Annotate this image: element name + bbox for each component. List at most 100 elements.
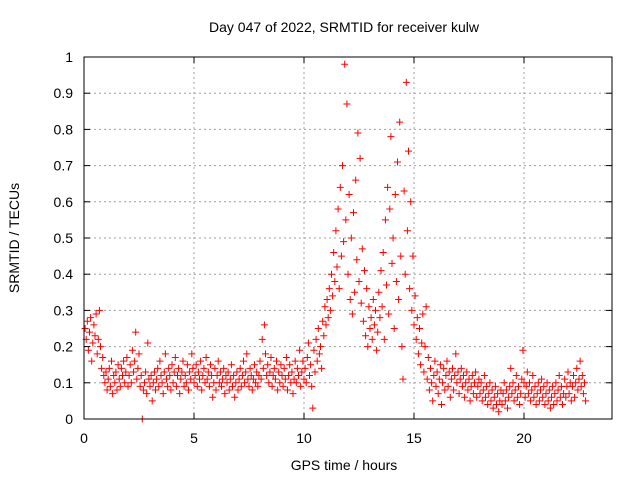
data-point bbox=[182, 379, 190, 387]
data-point bbox=[436, 361, 444, 369]
x-axis-label: GPS time / hours bbox=[291, 457, 398, 473]
data-point bbox=[434, 390, 442, 398]
data-point bbox=[353, 256, 361, 264]
data-point bbox=[375, 288, 383, 296]
data-point bbox=[524, 390, 532, 398]
data-point bbox=[147, 372, 155, 380]
data-point bbox=[546, 404, 554, 412]
data-point bbox=[458, 382, 466, 390]
data-point bbox=[517, 390, 525, 398]
data-point bbox=[160, 368, 168, 376]
x-tick-label: 5 bbox=[190, 430, 198, 446]
data-point bbox=[418, 339, 426, 347]
data-point bbox=[389, 234, 397, 242]
data-point bbox=[422, 303, 430, 311]
data-point bbox=[252, 379, 260, 387]
data-point bbox=[168, 361, 176, 369]
data-point bbox=[181, 372, 189, 380]
data-point bbox=[275, 368, 283, 376]
data-point bbox=[431, 357, 439, 365]
data-point bbox=[192, 361, 200, 369]
data-point bbox=[534, 379, 542, 387]
data-point bbox=[574, 386, 582, 394]
data-point bbox=[297, 382, 305, 390]
data-point bbox=[224, 368, 232, 376]
data-point bbox=[87, 314, 95, 322]
chart-title: Day 047 of 2022, SRMTID for receiver kul… bbox=[209, 19, 480, 35]
data-point bbox=[369, 296, 377, 304]
data-point bbox=[443, 357, 451, 365]
data-point bbox=[413, 314, 421, 322]
data-point bbox=[253, 368, 261, 376]
data-point bbox=[460, 372, 467, 380]
data-point bbox=[267, 353, 275, 361]
data-point bbox=[295, 372, 302, 380]
data-point bbox=[328, 270, 335, 278]
data-point bbox=[102, 368, 110, 376]
data-point bbox=[482, 393, 489, 401]
data-point bbox=[141, 379, 148, 387]
data-point bbox=[81, 325, 89, 332]
data-point bbox=[539, 393, 547, 401]
data-point bbox=[345, 191, 353, 199]
data-point bbox=[472, 368, 480, 376]
x-tick-label: 10 bbox=[296, 430, 312, 446]
data-point bbox=[315, 350, 323, 358]
data-point bbox=[332, 227, 340, 235]
data-point bbox=[341, 60, 349, 68]
data-point bbox=[445, 368, 453, 376]
data-point bbox=[502, 386, 510, 394]
data-point bbox=[515, 382, 522, 390]
data-point bbox=[529, 372, 537, 380]
data-point bbox=[465, 375, 473, 383]
data-point bbox=[394, 158, 401, 166]
data-point bbox=[453, 379, 461, 387]
data-point bbox=[321, 303, 329, 311]
data-point bbox=[249, 375, 257, 383]
data-point bbox=[154, 364, 162, 372]
data-point bbox=[579, 390, 587, 398]
data-point bbox=[164, 382, 172, 390]
data-point bbox=[540, 382, 548, 390]
data-point bbox=[432, 382, 440, 390]
data-point bbox=[380, 335, 388, 343]
data-point bbox=[390, 325, 398, 332]
data-point bbox=[581, 379, 588, 387]
data-point bbox=[477, 379, 485, 387]
data-point bbox=[109, 390, 117, 398]
data-point bbox=[279, 382, 287, 390]
data-point bbox=[488, 386, 496, 394]
data-point bbox=[510, 397, 518, 405]
data-point bbox=[400, 187, 408, 195]
data-point bbox=[124, 382, 132, 390]
data-point bbox=[421, 343, 429, 351]
data-point bbox=[169, 379, 177, 387]
data-point bbox=[301, 364, 309, 372]
data-point bbox=[199, 372, 207, 380]
data-point bbox=[134, 364, 142, 372]
data-point bbox=[384, 183, 392, 191]
data-point bbox=[178, 368, 186, 376]
data-point bbox=[91, 332, 99, 340]
data-point bbox=[84, 346, 92, 354]
data-point bbox=[336, 183, 344, 191]
data-point bbox=[135, 350, 143, 358]
data-point bbox=[292, 379, 300, 387]
data-point bbox=[495, 408, 503, 416]
data-point bbox=[419, 310, 427, 318]
y-tick-label: 0.2 bbox=[54, 339, 74, 355]
data-point bbox=[90, 321, 98, 329]
data-point bbox=[245, 382, 253, 390]
data-point bbox=[442, 372, 450, 380]
data-point bbox=[215, 379, 223, 387]
data-point bbox=[263, 372, 271, 380]
data-point bbox=[346, 296, 354, 304]
data-point bbox=[425, 386, 433, 394]
data-point bbox=[236, 364, 244, 372]
data-point bbox=[455, 390, 463, 398]
data-point bbox=[454, 368, 462, 376]
data-point bbox=[304, 339, 312, 347]
data-point bbox=[156, 357, 164, 365]
data-point bbox=[355, 277, 363, 285]
data-point bbox=[254, 382, 262, 390]
